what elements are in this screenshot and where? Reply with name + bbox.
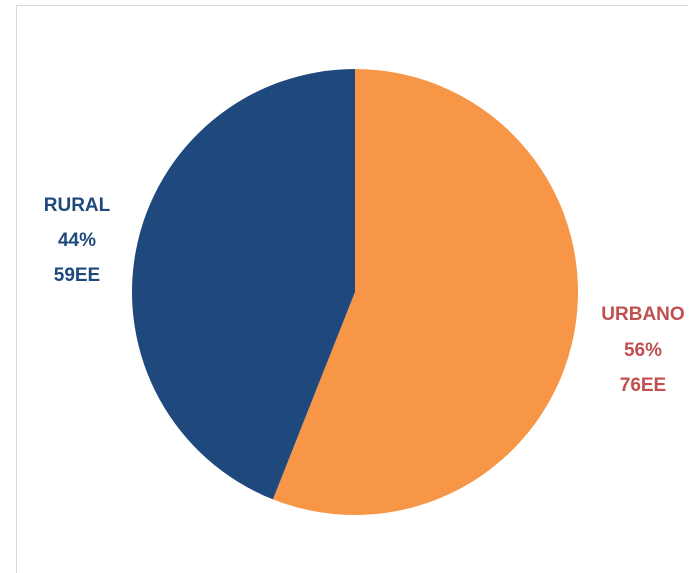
slice-label-urbano-name: URBANO: [601, 304, 684, 325]
slice-label-rural-percent: 44%: [58, 230, 96, 251]
pie-slices: [131, 68, 578, 515]
slice-label-urbano-count: 76EE: [620, 375, 666, 396]
slice-label-rural-name: RURAL: [44, 195, 111, 216]
slice-label-urbano-percent: 56%: [624, 340, 662, 361]
pie-slice-urbano: [272, 69, 578, 515]
slice-label-rural-count: 59EE: [54, 265, 100, 286]
pie-slice-rural: [131, 68, 355, 500]
